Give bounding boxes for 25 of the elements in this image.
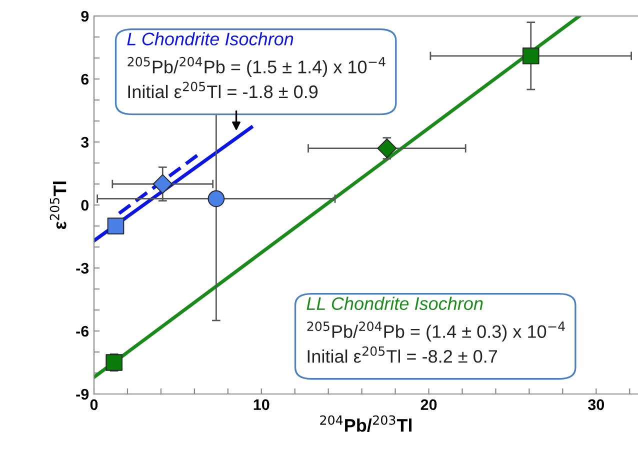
x-axis-title: $^{204}$Pb/$^{203}$Tl bbox=[320, 415, 412, 432]
y-tick-label: 0 bbox=[81, 200, 89, 211]
y-tick-label: 3 bbox=[80, 136, 89, 148]
y-tick-label: 6 bbox=[81, 74, 89, 85]
x-tick-label: 20 bbox=[420, 399, 437, 410]
y-tick-label: -3 bbox=[76, 262, 89, 274]
point bbox=[377, 138, 397, 158]
y-axis-title: ε$^{205}$Tl bbox=[50, 182, 66, 230]
annotation: L Chondrite Isochron bbox=[127, 32, 294, 46]
y-tick-label: -9 bbox=[76, 388, 89, 400]
annotation: Initial ε$^{205}$Tl = -1.8 ± 0.9 bbox=[128, 82, 318, 98]
x-tick-label: 30 bbox=[588, 399, 604, 410]
y-tick-label: 9 bbox=[81, 10, 89, 22]
y-tick-label: -6 bbox=[76, 326, 89, 337]
point bbox=[208, 190, 225, 208]
x-tick-label: 10 bbox=[254, 399, 270, 410]
annotation: $^{205}$Pb/$^{204}$Pb = (1.5 ± 1.4) x 10$^{−4}$ bbox=[128, 56, 386, 77]
annotation: Initial ε$^{205}$Tl = -8.2 ± 0.7 bbox=[308, 346, 498, 363]
annotation: LL Chondrite Isochron bbox=[306, 296, 483, 310]
point bbox=[152, 174, 172, 194]
point bbox=[107, 218, 124, 234]
point bbox=[106, 354, 122, 371]
point bbox=[522, 47, 540, 64]
x-tick-label: 0 bbox=[90, 399, 98, 410]
annotation: $^{205}$Pb/$^{204}$Pb = (1.4 ± 0.3) x 10$^{−4}$ bbox=[307, 322, 565, 342]
